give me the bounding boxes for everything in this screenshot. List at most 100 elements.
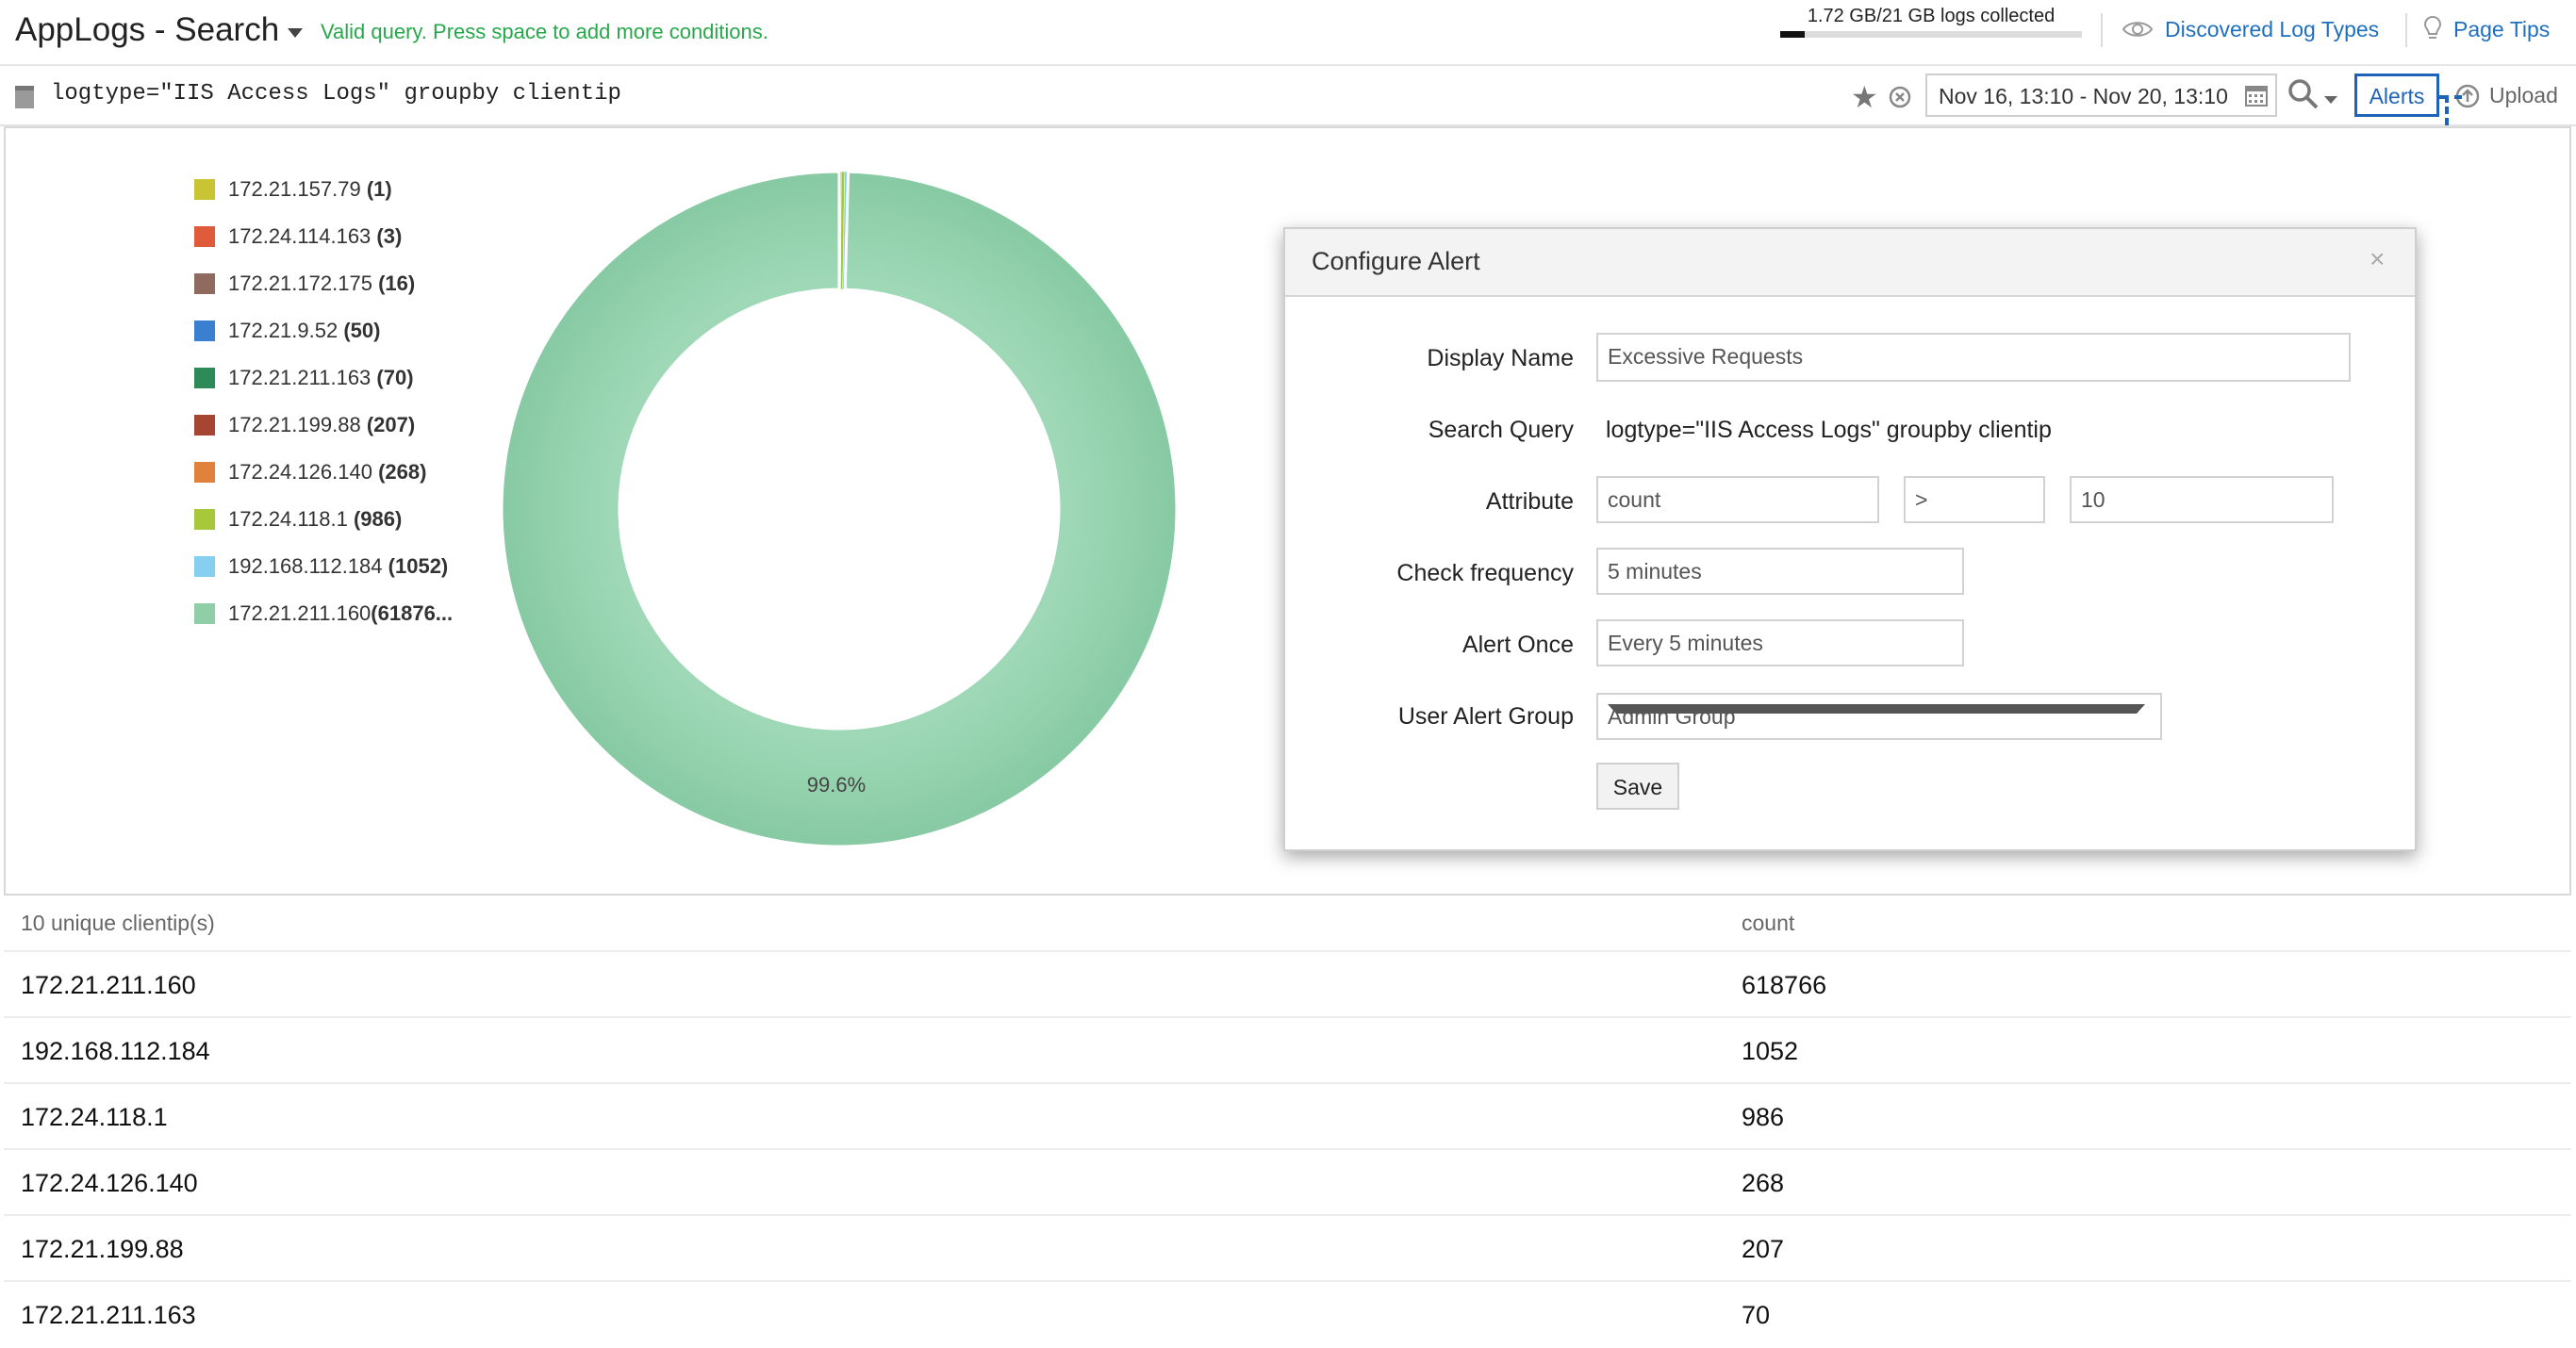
search-query-value: logtype="IIS Access Logs" groupby client… [1606,417,2052,443]
alert-once-input[interactable]: Every 5 minutes [1596,619,1964,666]
donut-chart[interactable]: 99.6% [500,170,1179,848]
user-alert-group-select[interactable]: Admin Group [1596,693,2162,740]
dialog-title: Configure Alert [1312,247,1480,275]
legend-ip: 172.21.157.79 [228,177,361,201]
legend-swatch [194,273,215,294]
legend-label: 172.24.118.1 (986) [228,507,402,532]
legend-label: 172.21.211.163 (70) [228,366,414,390]
legend-ip: 192.168.112.184 [228,554,383,578]
alerts-button-label: Alerts [2369,84,2425,108]
star-icon[interactable]: ★ [1851,80,1878,114]
legend-count: (1052) [388,554,449,578]
storage-bar [1780,31,2082,38]
column-header-count[interactable]: count [1742,911,1795,935]
query-bar: logtype="IIS Access Logs" groupby client… [0,66,2576,126]
divider [2405,13,2407,47]
attribute-label: Attribute [1485,488,1574,515]
search-options-caret-icon[interactable] [2324,96,2337,104]
attribute-field-input[interactable]: count [1596,476,1879,523]
legend-count: (268) [378,460,427,484]
date-range-picker[interactable]: Nov 16, 13:10 - Nov 20, 13:10 [1925,74,2277,117]
clientip-cell[interactable]: 172.24.126.140 [21,1169,198,1197]
legend-label: 172.21.172.175 (16) [228,271,415,296]
attribute-operator-input[interactable]: > [1904,476,2045,523]
user-alert-group-label: User Alert Group [1397,703,1574,730]
legend-label: 172.21.9.52 (50) [228,319,380,343]
legend-count: (50) [343,319,381,342]
query-valid-message: Valid query. Press space to add more con… [321,20,768,43]
legend-swatch [194,179,215,200]
table-row[interactable]: 172.21.211.163 70 [4,1280,2571,1348]
date-range-text: Nov 16, 13:10 - Nov 20, 13:10 [1939,84,2228,108]
alert-once-value: Every 5 minutes [1608,631,1763,655]
legend-ip: 172.21.211.160 [228,601,372,625]
count-cell: 986 [1742,1103,1785,1131]
upload-label[interactable]: Upload [2489,83,2558,107]
clear-icon[interactable] [1888,85,1912,109]
save-button-label: Save [1612,775,1663,799]
save-button[interactable]: Save [1596,763,1679,810]
legend-ip: 172.24.114.163 [228,224,372,248]
legend-count: (16) [378,271,416,295]
column-header-clientip[interactable]: 10 unique clientip(s) [21,911,215,935]
page-tips-link[interactable]: Page Tips [2453,17,2551,41]
legend-ip: 172.21.9.52 [228,319,339,342]
legend-swatch [194,415,215,436]
table-row[interactable]: 192.168.112.184 1052 [4,1016,2571,1084]
clientip-cell[interactable]: 172.21.199.88 [21,1235,184,1263]
display-name-input[interactable]: Excessive Requests [1596,333,2351,382]
legend-swatch [194,509,215,530]
storage-bar-fill [1780,31,1806,38]
search-query-label: Search Query [1428,417,1574,443]
alert-once-label: Alert Once [1461,632,1574,658]
close-icon[interactable]: × [2370,244,2386,273]
clientip-cell[interactable]: 172.24.118.1 [21,1103,168,1131]
legend-count: (3) [376,224,403,248]
legend-label: 172.24.126.140 (268) [228,460,426,485]
count-cell: 1052 [1742,1037,1799,1065]
legend-label: 172.21.199.88 (207) [228,413,415,437]
title-dropdown-caret-icon[interactable] [288,28,303,38]
clientip-cell[interactable]: 172.21.211.163 [21,1301,196,1329]
check-frequency-label: Check frequency [1396,560,1574,586]
table-row[interactable]: 172.24.118.1 986 [4,1082,2571,1150]
legend-swatch [194,556,215,577]
document-icon[interactable] [13,84,36,110]
table-row[interactable]: 172.21.199.88 207 [4,1214,2571,1282]
count-cell: 268 [1742,1169,1785,1197]
dialog-header: Configure Alert × [1285,229,2415,297]
alerts-button[interactable]: Alerts [2354,74,2439,117]
eye-icon[interactable] [2122,19,2154,40]
check-frequency-value: 5 minutes [1608,559,1702,584]
divider [2101,13,2103,47]
legend-swatch [194,368,215,388]
legend-label: 172.21.211.160(61876... [228,601,453,626]
attribute-value-input[interactable]: 10 [2070,476,2334,523]
configure-alert-dialog: Configure Alert × Display Name Excessive… [1283,227,2417,851]
count-cell: 207 [1742,1235,1785,1263]
table-row[interactable]: 172.21.211.160 618766 [4,950,2571,1018]
table-row[interactable]: 172.24.126.140 268 [4,1148,2571,1216]
legend-label: 172.24.114.163 (3) [228,224,402,249]
search-icon[interactable] [2287,77,2320,111]
legend-label: 192.168.112.184 (1052) [228,554,448,579]
legend-swatch [194,462,215,483]
legend-swatch [194,226,215,247]
calendar-icon[interactable] [2244,83,2269,107]
donut-slice[interactable] [500,170,1179,848]
legend-count: (61876... [371,601,454,625]
check-frequency-input[interactable]: 5 minutes [1596,548,1964,595]
lightbulb-icon[interactable] [2423,15,2442,43]
app-title[interactable]: AppLogs - Search [15,11,280,48]
search-query-input[interactable]: logtype="IIS Access Logs" groupby client… [51,81,621,107]
clientip-cell[interactable]: 172.21.211.160 [21,971,196,999]
display-name-label: Display Name [1427,345,1574,371]
attribute-operator-value: > [1915,487,1928,512]
discovered-log-types-link[interactable]: Discovered Log Types [2165,17,2380,41]
top-bar: AppLogs - Search Valid query. Press spac… [0,0,2576,66]
storage-indicator: 1.72 GB/21 GB logs collected [1780,6,2082,38]
storage-text: 1.72 GB/21 GB logs collected [1807,6,2056,26]
clientip-cell[interactable]: 192.168.112.184 [21,1037,210,1065]
attribute-field-value: count [1608,487,1661,512]
legend-ip: 172.21.172.175 [228,271,372,295]
